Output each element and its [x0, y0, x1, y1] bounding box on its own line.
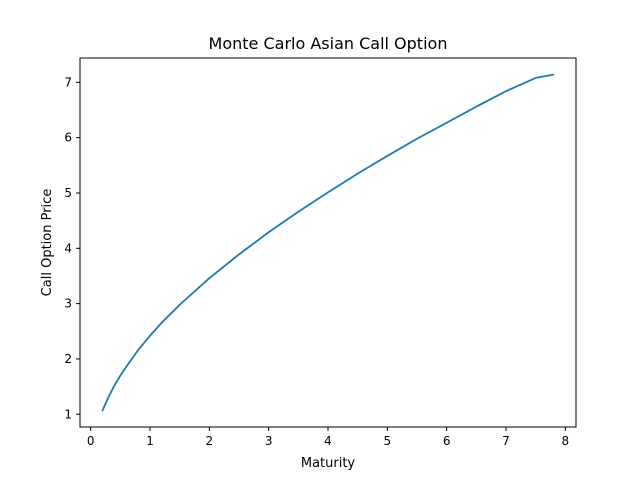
x-tick-label: 2 — [206, 434, 214, 448]
y-tick-label: 4 — [64, 241, 72, 255]
y-tick-label: 6 — [64, 131, 72, 145]
y-tick-label: 5 — [64, 186, 72, 200]
x-tick-label: 3 — [265, 434, 273, 448]
x-tick-label: 5 — [384, 434, 392, 448]
x-tick-label: 7 — [502, 434, 510, 448]
x-tick-label: 6 — [443, 434, 451, 448]
y-tick-label: 3 — [64, 297, 72, 311]
y-tick-label: 1 — [64, 407, 72, 421]
axes-frame — [79, 57, 577, 428]
x-tick-label: 1 — [146, 434, 154, 448]
x-tick-label: 8 — [562, 434, 570, 448]
y-axis-label: Call Option Price — [40, 189, 55, 297]
x-tick-label: 4 — [324, 434, 332, 448]
x-tick-label: 0 — [87, 434, 95, 448]
axis-ticks: 0 1 2 3 4 5 6 7 8 1 2 3 4 5 6 7 — [64, 75, 569, 448]
plot-area — [101, 73, 555, 412]
series-line — [101, 73, 555, 412]
chart-title: Monte Carlo Asian Call Option — [209, 34, 448, 53]
x-axis-label: Maturity — [301, 456, 356, 471]
y-tick-label: 7 — [64, 75, 72, 89]
y-tick-label: 2 — [64, 352, 72, 366]
